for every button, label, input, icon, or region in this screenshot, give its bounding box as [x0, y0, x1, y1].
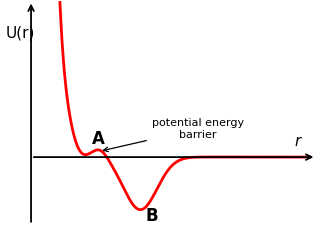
Text: B: B [146, 207, 158, 225]
Text: r: r [295, 134, 301, 149]
Text: A: A [92, 130, 105, 148]
Text: U(r): U(r) [5, 25, 35, 41]
Text: potential energy
barrier: potential energy barrier [104, 118, 244, 152]
